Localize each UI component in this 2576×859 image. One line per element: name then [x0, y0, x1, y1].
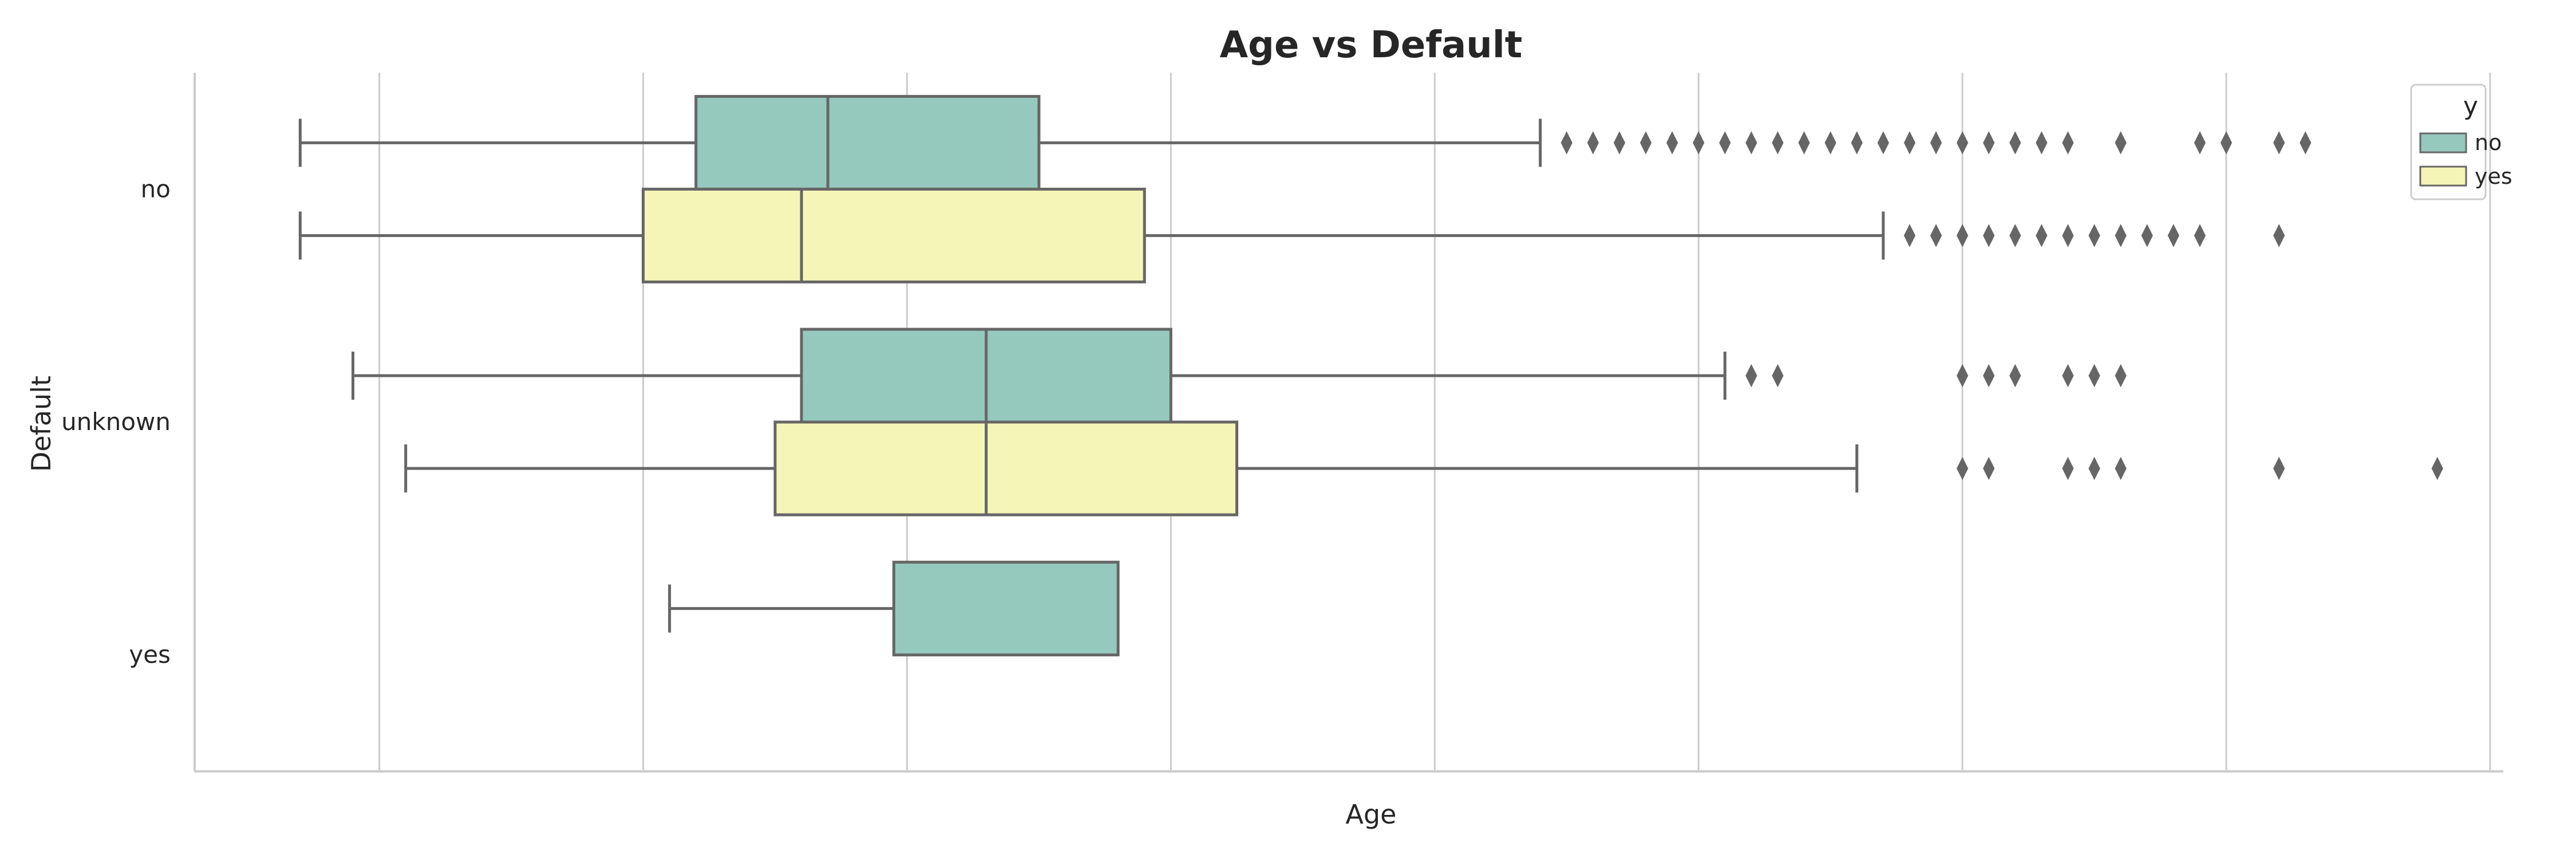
- outlier-point: [2009, 224, 2021, 247]
- legend: y no yes: [2410, 84, 2512, 200]
- outlier-point: [1983, 364, 1995, 388]
- box-iqr: [694, 94, 1041, 191]
- outlier-point: [1666, 131, 1678, 155]
- outlier-point: [2141, 224, 2153, 247]
- outlier-point: [1983, 131, 1995, 155]
- outlier-point: [1613, 131, 1626, 155]
- y-axis-label: Default: [26, 376, 57, 472]
- box-iqr: [892, 561, 1120, 657]
- outlier-point: [2062, 364, 2074, 388]
- outlier-point: [1639, 131, 1652, 155]
- outlier-point: [2273, 456, 2285, 480]
- outlier-point: [2036, 131, 2048, 155]
- outlier-point: [1903, 224, 1916, 247]
- legend-swatch-yes: [2419, 166, 2467, 187]
- outlier-point: [1877, 131, 1889, 155]
- outlier-point: [1745, 364, 1757, 388]
- outlier-point: [2431, 456, 2443, 480]
- outlier-point: [1745, 131, 1757, 155]
- outlier-point: [2115, 364, 2127, 388]
- legend-swatch-no: [2419, 132, 2467, 153]
- box-plots: [298, 94, 1885, 657]
- outlier-point: [1772, 364, 1784, 388]
- outlier-point: [1957, 364, 1969, 388]
- outlier-point: [1957, 456, 1969, 480]
- outlier-point: [1903, 131, 1916, 155]
- box-iqr: [642, 187, 1146, 283]
- outlier-point: [2088, 456, 2100, 480]
- box-unknown-yes: [404, 420, 1859, 517]
- outlier-point: [1560, 131, 1573, 155]
- outlier-point: [1719, 131, 1731, 155]
- category-label-yes: yes: [129, 641, 171, 669]
- legend-label-yes: yes: [2475, 164, 2512, 189]
- outlier-point: [2300, 131, 2312, 155]
- outlier-point: [2194, 224, 2206, 247]
- outlier-point: [2036, 224, 2048, 247]
- outlier-point: [2115, 131, 2127, 155]
- outlier-point: [2062, 456, 2074, 480]
- outlier-point: [1798, 131, 1810, 155]
- outlier-point: [2088, 224, 2100, 247]
- category-labels: no unknown yes: [61, 175, 171, 668]
- outlier-point: [2088, 364, 2100, 388]
- outlier-point: [2220, 131, 2233, 155]
- outlier-point: [1957, 224, 1969, 247]
- box-no-no: [298, 94, 1542, 191]
- outlier-point: [2273, 224, 2285, 247]
- outlier-point: [2194, 131, 2206, 155]
- box-no-yes: [298, 187, 1885, 283]
- x-axis-label: Age: [1346, 799, 1397, 830]
- outlier-point: [1851, 131, 1863, 155]
- axes: [193, 73, 2503, 773]
- box-yes-no: [668, 561, 1120, 657]
- outlier-point: [2009, 364, 2021, 388]
- outlier-point: [2273, 131, 2285, 155]
- box-unknown-no: [351, 328, 1726, 424]
- outlier-point: [2115, 224, 2127, 247]
- outlier-point: [2167, 224, 2179, 247]
- chart-title: Age vs Default: [1220, 24, 1523, 66]
- outlier-point: [1772, 131, 1784, 155]
- outlier-point: [2062, 224, 2074, 247]
- outlier-points: [1560, 131, 2443, 480]
- outlier-point: [1983, 224, 1995, 247]
- outlier-point: [1930, 224, 1942, 247]
- box-iqr: [773, 420, 1239, 517]
- category-label-unknown: unknown: [61, 408, 171, 436]
- outlier-point: [1957, 131, 1969, 155]
- outlier-point: [1693, 131, 1705, 155]
- legend-title: y: [2463, 92, 2478, 121]
- legend-label-no: no: [2475, 130, 2502, 155]
- outlier-point: [2115, 456, 2127, 480]
- outlier-point: [1983, 456, 1995, 480]
- category-label-no: no: [141, 175, 171, 203]
- outlier-point: [1587, 131, 1599, 155]
- outlier-point: [1824, 131, 1836, 155]
- outlier-point: [2009, 131, 2021, 155]
- outlier-point: [1930, 131, 1942, 155]
- outlier-point: [2062, 131, 2074, 155]
